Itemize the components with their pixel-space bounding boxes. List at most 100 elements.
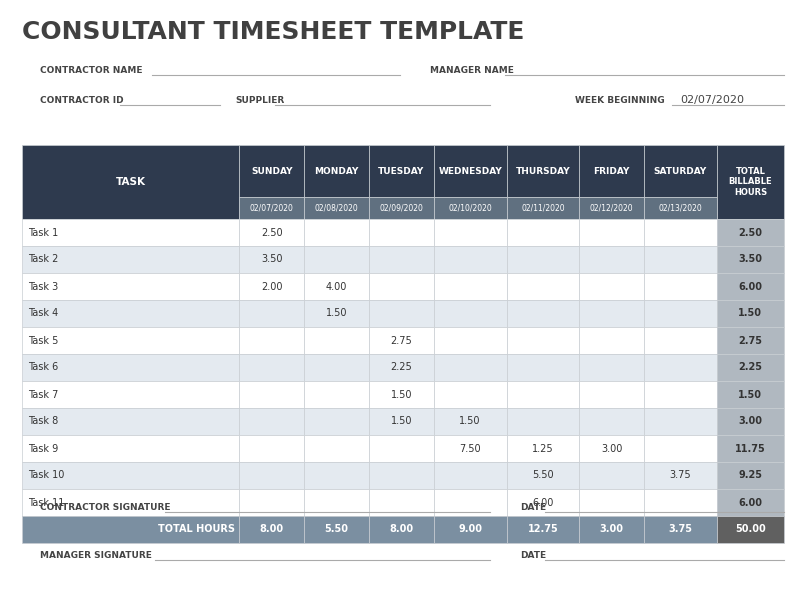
Text: 1.50: 1.50 (326, 309, 347, 318)
Text: 9.25: 9.25 (738, 471, 762, 480)
Bar (239, 516, 304, 543)
Bar (22, 246, 239, 273)
Text: 2.75: 2.75 (391, 336, 413, 345)
Bar (304, 145, 369, 197)
Bar (304, 197, 369, 219)
Bar (22, 462, 239, 489)
Text: 02/10/2020: 02/10/2020 (448, 203, 492, 212)
Text: 02/09/2020: 02/09/2020 (380, 203, 423, 212)
Text: WEDNESDAY: WEDNESDAY (438, 166, 502, 175)
Bar (304, 219, 369, 246)
Bar (369, 435, 434, 462)
Text: TOTAL
BILLABLE
HOURS: TOTAL BILLABLE HOURS (729, 167, 772, 197)
Text: MANAGER SIGNATURE: MANAGER SIGNATURE (40, 551, 152, 560)
Bar (239, 354, 304, 381)
Bar (239, 145, 304, 197)
Text: 02/07/2020: 02/07/2020 (250, 203, 293, 212)
Bar (644, 381, 717, 408)
Bar (644, 435, 717, 462)
Bar (239, 327, 304, 354)
Bar (506, 435, 580, 462)
Bar (717, 516, 784, 543)
Text: 1.50: 1.50 (459, 416, 481, 427)
Text: 3.00: 3.00 (738, 416, 762, 427)
Bar (22, 381, 239, 408)
Bar (506, 354, 580, 381)
Text: 9.00: 9.00 (458, 525, 482, 534)
Bar (22, 327, 239, 354)
Bar (506, 145, 580, 197)
Bar (580, 246, 644, 273)
Bar (580, 516, 644, 543)
Text: 02/07/2020: 02/07/2020 (680, 95, 744, 105)
Text: MONDAY: MONDAY (314, 166, 359, 175)
Text: Task 5: Task 5 (28, 336, 58, 345)
Text: THURSDAY: THURSDAY (516, 166, 570, 175)
Bar (580, 273, 644, 300)
Text: TOTAL HOURS: TOTAL HOURS (158, 525, 235, 534)
Bar (22, 273, 239, 300)
Bar (717, 435, 784, 462)
Bar (644, 462, 717, 489)
Bar (506, 246, 580, 273)
Bar (304, 516, 369, 543)
Bar (434, 408, 506, 435)
Bar (369, 381, 434, 408)
Bar (717, 408, 784, 435)
Bar (304, 354, 369, 381)
Text: Task 11: Task 11 (28, 497, 64, 508)
Bar (434, 327, 506, 354)
Bar (369, 145, 434, 197)
Bar (369, 354, 434, 381)
Bar (580, 197, 644, 219)
Bar (434, 300, 506, 327)
Bar (239, 489, 304, 516)
Bar (580, 219, 644, 246)
Bar (717, 354, 784, 381)
Bar (580, 300, 644, 327)
Text: Task 2: Task 2 (28, 255, 58, 264)
Bar (644, 273, 717, 300)
Bar (22, 219, 239, 246)
Bar (506, 219, 580, 246)
Bar (22, 489, 239, 516)
Text: 11.75: 11.75 (735, 443, 766, 454)
Text: CONTRACTOR NAME: CONTRACTOR NAME (40, 66, 143, 75)
Bar (717, 489, 784, 516)
Text: 2.00: 2.00 (261, 281, 283, 292)
Text: DATE: DATE (520, 551, 546, 560)
Text: 3.50: 3.50 (261, 255, 283, 264)
Bar (239, 246, 304, 273)
Text: 2.75: 2.75 (738, 336, 762, 345)
Bar (369, 489, 434, 516)
Bar (22, 516, 239, 543)
Text: 6.00: 6.00 (532, 497, 554, 508)
Text: 8.00: 8.00 (260, 525, 284, 534)
Text: MANAGER NAME: MANAGER NAME (430, 66, 514, 75)
Text: CONTRACTOR SIGNATURE: CONTRACTOR SIGNATURE (40, 503, 171, 512)
Bar (644, 145, 717, 197)
Bar (22, 300, 239, 327)
Bar (644, 246, 717, 273)
Text: 6.00: 6.00 (738, 497, 762, 508)
Text: Task 6: Task 6 (28, 362, 58, 373)
Bar (644, 489, 717, 516)
Bar (434, 381, 506, 408)
Bar (239, 197, 304, 219)
Bar (434, 489, 506, 516)
Bar (369, 273, 434, 300)
Bar (239, 300, 304, 327)
Bar (717, 273, 784, 300)
Text: 50.00: 50.00 (735, 525, 766, 534)
Bar (304, 489, 369, 516)
Text: TASK: TASK (116, 177, 146, 187)
Text: Task 8: Task 8 (28, 416, 58, 427)
Bar (239, 273, 304, 300)
Bar (304, 381, 369, 408)
Bar (369, 219, 434, 246)
Text: 02/13/2020: 02/13/2020 (659, 203, 702, 212)
Text: 3.50: 3.50 (738, 255, 762, 264)
Text: 7.50: 7.50 (459, 443, 481, 454)
Bar (506, 462, 580, 489)
Bar (506, 300, 580, 327)
